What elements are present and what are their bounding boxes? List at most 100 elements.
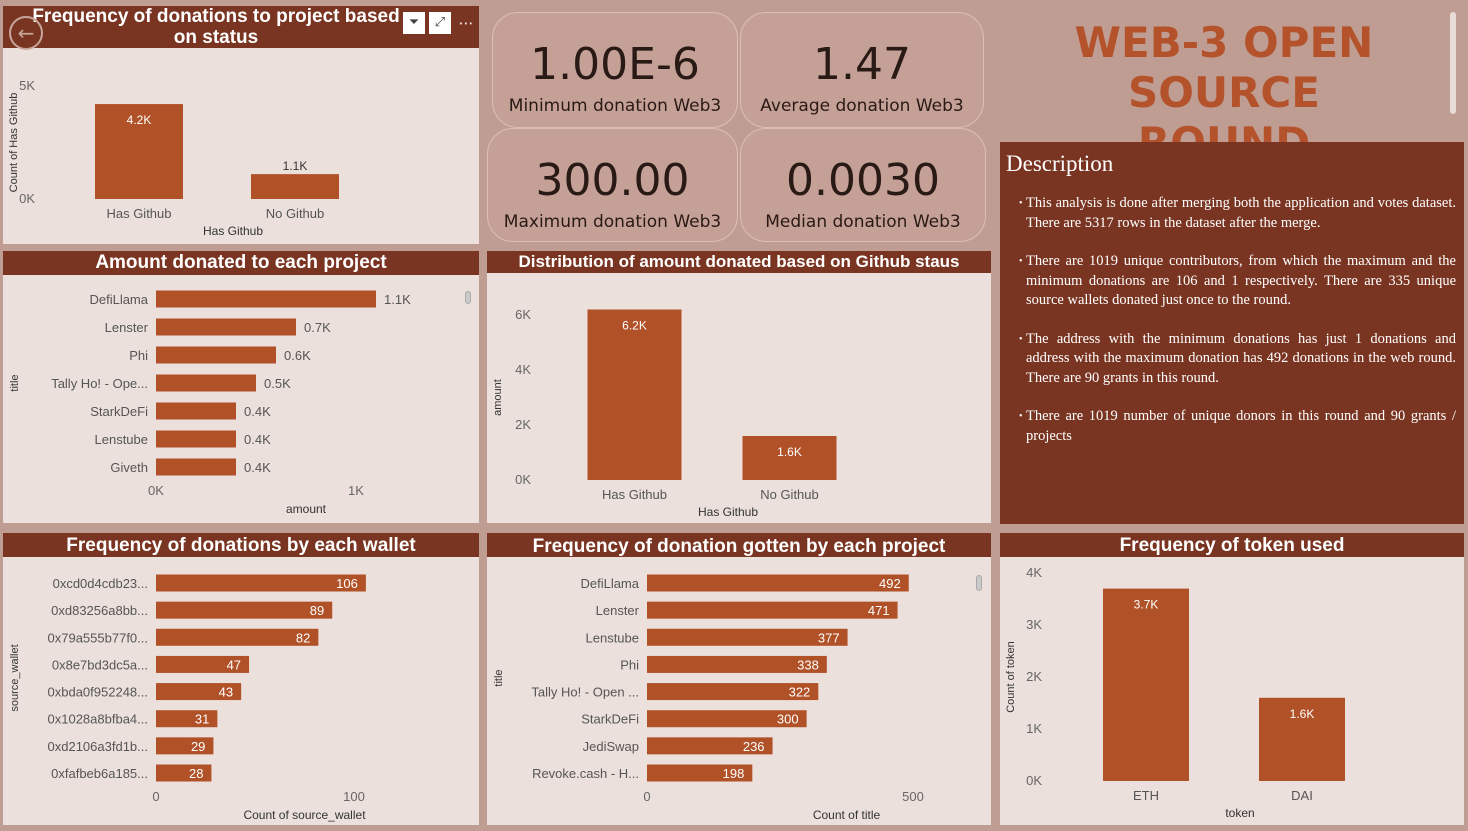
y-tick-label: 0x1028a8bfba4... bbox=[48, 712, 148, 727]
y-tick-label: Lenster bbox=[596, 603, 640, 618]
chart-title: Frequency of donations by each wallet bbox=[3, 533, 479, 557]
data-label: 47 bbox=[227, 657, 241, 672]
bar bbox=[156, 402, 236, 420]
bar bbox=[156, 683, 242, 701]
bar bbox=[156, 458, 236, 476]
more-options-icon[interactable]: ⋯ bbox=[458, 14, 474, 32]
y-tick-label: 0K bbox=[515, 472, 531, 487]
description-item: The address with the minimum donations h… bbox=[1019, 330, 1456, 389]
bar bbox=[156, 290, 376, 308]
y-tick-label: 0xcd0d4cdb23... bbox=[53, 576, 148, 591]
kpi-value: 1.47 bbox=[813, 39, 911, 90]
panel-token-frequency: Frequency of token used 0K 1K 2K 3K 4K Count … bbox=[1000, 533, 1464, 825]
description-heading: Description bbox=[1006, 151, 1114, 176]
data-label: 43 bbox=[219, 685, 233, 700]
y-tick-label: 0xbda0f952248... bbox=[48, 685, 148, 700]
y-axis-label: title bbox=[493, 669, 505, 686]
x-tick-label: No Github bbox=[266, 206, 325, 221]
chart-donations-by-wallet: 0xcd0d4cdb23... 106 0xd83256a8bb... 89 0x79a… bbox=[9, 574, 366, 822]
bar bbox=[742, 436, 837, 480]
chart-amount-per-project: DefiLlama 1.1K Lenster 0.7K Phi 0.6K Tally Ho!… bbox=[9, 290, 411, 516]
title-scrollbar[interactable] bbox=[1450, 12, 1456, 114]
data-label: 0.6K bbox=[284, 348, 311, 363]
x-tick-label: 500 bbox=[902, 789, 924, 804]
data-label: 0.7K bbox=[304, 320, 331, 335]
bar bbox=[156, 318, 296, 336]
data-label: 0.4K bbox=[244, 432, 271, 447]
kpi-value: 300.00 bbox=[535, 155, 690, 206]
y-tick-label: 0x8e7bd3dc5a... bbox=[52, 657, 148, 672]
data-label: 28 bbox=[189, 766, 203, 781]
y-axis-label: amount bbox=[492, 379, 504, 416]
data-label: 300 bbox=[777, 712, 799, 727]
description-item: This analysis is done after merging both… bbox=[1019, 194, 1456, 233]
y-tick-label: 1K bbox=[1026, 721, 1042, 736]
x-tick-label: Has Github bbox=[602, 487, 667, 502]
x-tick-label: DAI bbox=[1291, 788, 1313, 803]
panel-donations-by-wallet: Frequency of donations by each wallet 0x… bbox=[3, 533, 479, 825]
data-label: 1.6K bbox=[1290, 707, 1315, 721]
y-tick-label: Lenster bbox=[105, 320, 149, 335]
y-axis-label: source_wallet bbox=[9, 644, 21, 711]
y-tick-label: Phi bbox=[129, 348, 148, 363]
bar bbox=[156, 574, 366, 592]
bar bbox=[1103, 588, 1189, 781]
data-label: 1.1K bbox=[283, 159, 308, 173]
y-tick-label: DefiLlama bbox=[89, 292, 148, 307]
y-tick-label: StarkDeFi bbox=[581, 712, 639, 727]
data-label: 0.5K bbox=[264, 376, 291, 391]
data-label: 31 bbox=[195, 712, 209, 727]
bar bbox=[647, 683, 819, 701]
focus-mode-icon[interactable]: ⤢ bbox=[429, 12, 451, 34]
x-tick-label: No Github bbox=[760, 487, 819, 502]
kpi-label: Minimum donation Web3 bbox=[508, 96, 722, 116]
data-label: 29 bbox=[191, 739, 205, 754]
x-tick-label: 1K bbox=[348, 483, 364, 498]
y-tick-label: 4K bbox=[515, 362, 531, 377]
chart-title: Amount donated to each project bbox=[3, 251, 479, 275]
y-tick-label: 6K bbox=[515, 307, 531, 322]
x-tick-label: Has Github bbox=[106, 206, 171, 221]
data-label: 89 bbox=[310, 603, 324, 618]
data-label: 1.6K bbox=[777, 445, 802, 459]
bar bbox=[156, 430, 236, 448]
bar bbox=[156, 655, 250, 673]
panel-amount-by-github: Distribution of amount donated based on … bbox=[487, 251, 991, 523]
chart-amount-by-github: 0K 2K 4K 6K amount 6.2K Has Github 1.6K No Githu… bbox=[492, 307, 837, 519]
y-tick-label: 4K bbox=[1026, 565, 1042, 580]
x-tick-label: 0K bbox=[148, 483, 164, 498]
description-panel: Description This analysis is done after … bbox=[1000, 142, 1464, 524]
x-tick-label: 0 bbox=[152, 789, 159, 804]
description-item: There are 1019 number of unique donors i… bbox=[1019, 407, 1456, 446]
filter-icon[interactable]: ⏷ bbox=[403, 12, 425, 34]
data-label: 338 bbox=[797, 657, 819, 672]
data-label: 198 bbox=[723, 766, 745, 781]
data-label: 322 bbox=[789, 685, 811, 700]
y-tick-label: 5K bbox=[19, 78, 35, 93]
data-label: 471 bbox=[868, 603, 890, 618]
chart-scrollbar[interactable] bbox=[465, 291, 471, 304]
y-tick-label: Lenstube bbox=[95, 432, 149, 447]
bar bbox=[156, 601, 333, 619]
x-axis-label: Has Github bbox=[203, 224, 263, 238]
back-arrow-icon[interactable]: ← bbox=[9, 16, 43, 50]
bar bbox=[95, 104, 183, 199]
x-axis-label: token bbox=[1225, 806, 1254, 820]
y-tick-label: Revoke.cash - H... bbox=[532, 766, 639, 781]
y-tick-label: 0xd2106a3fd1b... bbox=[48, 739, 148, 754]
y-tick-label: 2K bbox=[515, 417, 531, 432]
visual-header-icons: ⏷ ⤢ ⋯ bbox=[403, 12, 477, 34]
y-tick-label: 0x79a555b77f0... bbox=[48, 630, 148, 645]
bar bbox=[647, 737, 773, 755]
x-axis-label: Has Github bbox=[698, 505, 758, 519]
y-tick-label: DefiLlama bbox=[580, 576, 639, 591]
y-axis-label: Count of token bbox=[1005, 641, 1017, 713]
y-axis-label: title bbox=[9, 374, 21, 391]
x-axis-label: Count of title bbox=[813, 808, 881, 822]
y-tick-label: 0K bbox=[19, 191, 35, 206]
description-list: This analysis is done after merging both… bbox=[1019, 194, 1456, 446]
bar bbox=[156, 764, 212, 782]
kpi-min-donation: 1.00E-6 Minimum donation Web3 bbox=[492, 12, 738, 128]
chart-scrollbar[interactable] bbox=[976, 575, 982, 591]
